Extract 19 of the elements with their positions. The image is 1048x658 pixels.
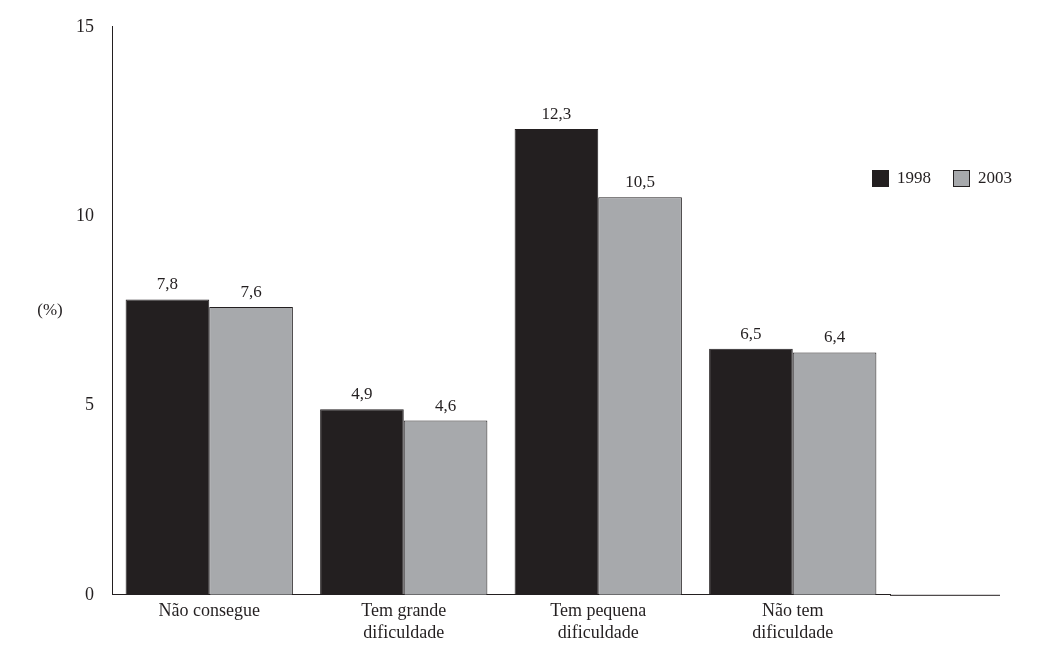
y-tick-label: 10 <box>76 204 94 225</box>
legend-label: 2003 <box>978 168 1012 188</box>
y-axis-title: (%) <box>37 300 63 320</box>
data-label: 6,5 <box>740 323 762 343</box>
data-label: 6,4 <box>823 327 846 347</box>
x-tick-label: Tem grande dificuldade <box>361 600 447 642</box>
y-tick-label: 5 <box>85 394 94 415</box>
data-label: 7,6 <box>240 281 262 301</box>
data-label: 7,8 <box>156 274 179 294</box>
legend-label: 1998 <box>897 168 931 188</box>
data-label: 10,5 <box>625 172 655 192</box>
y-tick-label: 0 <box>85 583 94 604</box>
y-tick-label: 15 <box>76 15 94 36</box>
x-tick-label: Não tem dificuldade <box>752 600 834 642</box>
data-label: 12,3 <box>541 104 572 124</box>
x-tick-label: Não consegue <box>158 600 260 621</box>
data-label: 4,9 <box>351 384 373 404</box>
data-label: 4,6 <box>434 395 457 415</box>
x-tick-label: Tem pequena dificuldade <box>550 600 647 642</box>
